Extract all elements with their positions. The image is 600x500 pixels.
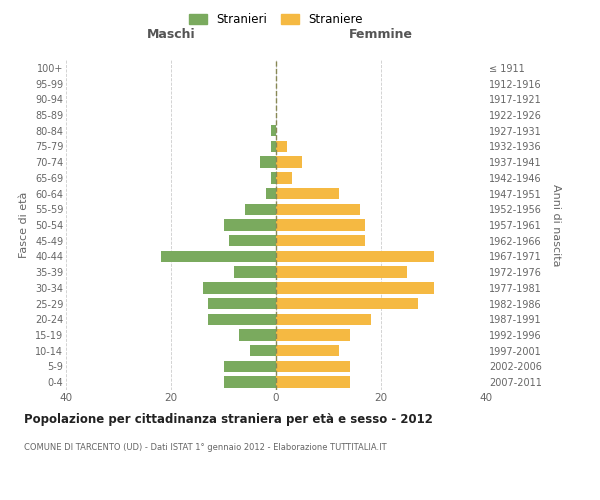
Bar: [271, 172, 276, 184]
Text: Maschi: Maschi: [146, 28, 196, 41]
Bar: [250, 345, 276, 356]
Bar: [276, 345, 339, 356]
Bar: [265, 188, 276, 199]
Bar: [276, 376, 349, 388]
Text: COMUNE DI TARCENTO (UD) - Dati ISTAT 1° gennaio 2012 - Elaborazione TUTTITALIA.I: COMUNE DI TARCENTO (UD) - Dati ISTAT 1° …: [24, 442, 386, 452]
Bar: [276, 330, 349, 340]
Bar: [203, 282, 276, 294]
Bar: [271, 125, 276, 136]
Bar: [276, 251, 433, 262]
Bar: [234, 266, 276, 278]
Y-axis label: Fasce di età: Fasce di età: [19, 192, 29, 258]
Bar: [208, 314, 276, 325]
Bar: [276, 266, 407, 278]
Bar: [276, 172, 292, 184]
Bar: [276, 220, 365, 230]
Bar: [276, 235, 365, 246]
Text: Femmine: Femmine: [349, 28, 413, 41]
Bar: [276, 314, 371, 325]
Bar: [276, 298, 418, 309]
Bar: [276, 204, 360, 215]
Bar: [260, 156, 276, 168]
Bar: [223, 376, 276, 388]
Bar: [208, 298, 276, 309]
Bar: [276, 282, 433, 294]
Bar: [161, 251, 276, 262]
Bar: [223, 361, 276, 372]
Bar: [223, 220, 276, 230]
Y-axis label: Anni di nascita: Anni di nascita: [551, 184, 561, 266]
Bar: [239, 330, 276, 340]
Bar: [276, 361, 349, 372]
Bar: [276, 141, 287, 152]
Bar: [276, 188, 339, 199]
Bar: [229, 235, 276, 246]
Text: Popolazione per cittadinanza straniera per età e sesso - 2012: Popolazione per cittadinanza straniera p…: [24, 412, 433, 426]
Legend: Stranieri, Straniere: Stranieri, Straniere: [184, 8, 368, 31]
Bar: [276, 156, 302, 168]
Bar: [271, 141, 276, 152]
Bar: [245, 204, 276, 215]
